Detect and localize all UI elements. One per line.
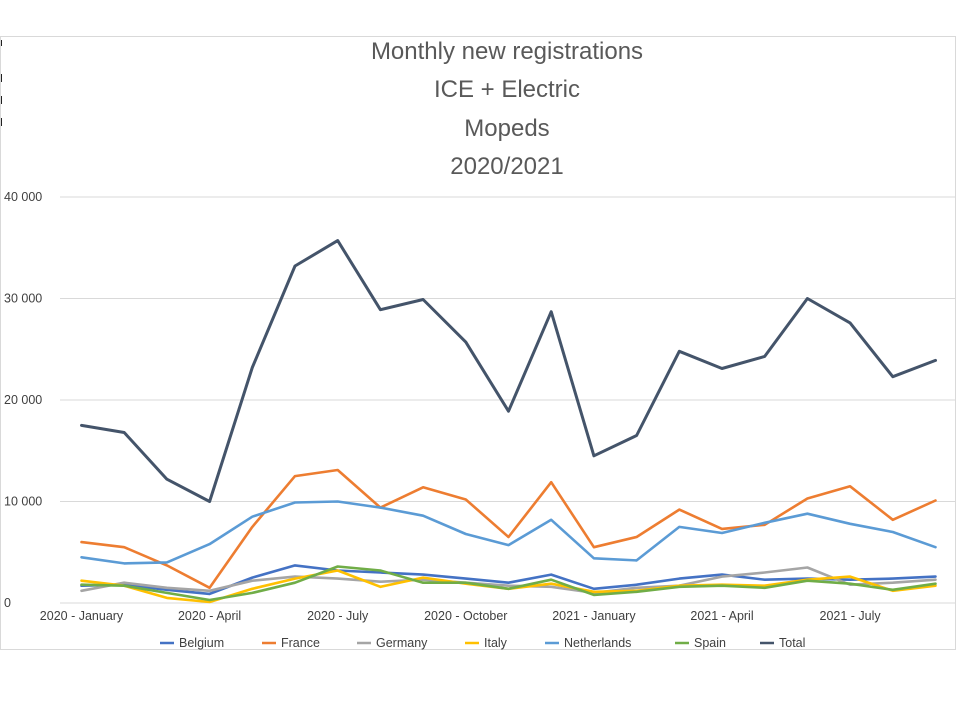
x-tick-label: 2021 - January <box>552 609 636 623</box>
gridlines <box>60 196 956 604</box>
series-line-germany <box>80 566 937 595</box>
legend-label: Netherlands <box>564 636 631 650</box>
x-tick-label: 2020 - July <box>307 609 369 623</box>
legend-label: Belgium <box>179 636 224 650</box>
x-tick-label: 2020 - October <box>424 609 507 623</box>
legend: Belgium France Germany Italy Netherlands Spai… <box>160 636 805 650</box>
series-lines <box>80 239 937 604</box>
chart-title-line: 2020/2021 <box>450 153 563 180</box>
y-axis: 0 10 000 20 000 30 000 40 000 <box>4 190 42 610</box>
x-tick-label: 2020 - April <box>178 609 241 623</box>
y-tick-label: 30 000 <box>4 292 42 306</box>
chart-title-line: Monthly new registrations <box>371 38 643 65</box>
chart-title: Monthly new registrations ICE + Electric… <box>371 38 643 180</box>
left-edge-mark <box>0 74 2 82</box>
legend-label: Germany <box>376 636 428 650</box>
y-tick-label: 20 000 <box>4 393 42 407</box>
legend-label: Total <box>779 636 805 650</box>
legend-label: France <box>281 636 320 650</box>
left-edge-mark <box>0 96 2 104</box>
x-tick-label: 2021 - April <box>690 609 753 623</box>
legend-label: Spain <box>694 636 726 650</box>
left-edge-mark <box>0 40 2 46</box>
legend-label: Italy <box>484 636 508 650</box>
series-line-spain <box>80 565 937 602</box>
y-tick-label: 0 <box>4 596 11 610</box>
left-edge-mark <box>0 118 2 126</box>
series-line-total <box>80 239 937 503</box>
x-tick-label: 2021 - July <box>820 609 882 623</box>
series-line-france <box>80 468 937 590</box>
series-line-netherlands <box>80 500 937 565</box>
chart-area <box>0 36 956 650</box>
y-tick-label: 10 000 <box>4 495 42 509</box>
y-tick-label: 40 000 <box>4 190 42 204</box>
chart-title-line: Mopeds <box>464 115 549 142</box>
chart-title-line: ICE + Electric <box>434 76 580 103</box>
x-tick-label: 2020 - January <box>40 609 124 623</box>
x-axis: 2020 - January 2020 - April 2020 - July 202… <box>40 609 882 623</box>
